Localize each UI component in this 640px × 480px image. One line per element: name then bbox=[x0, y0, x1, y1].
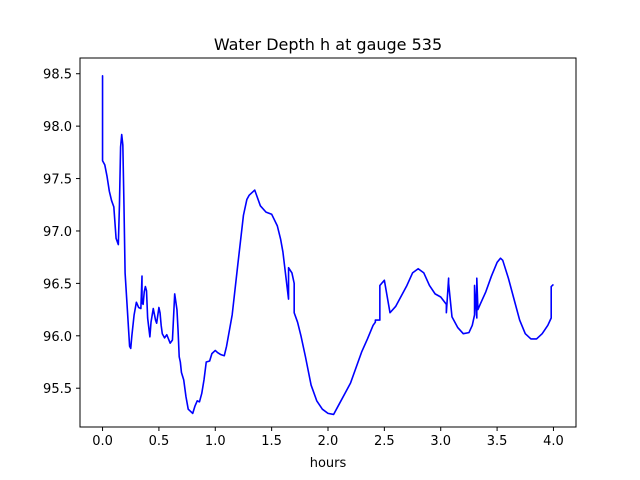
x-tick-label: 2.5 bbox=[374, 434, 395, 449]
x-tick-label: 0.0 bbox=[92, 434, 113, 449]
x-axis-ticks: 0.0 0.5 1.0 1.5 2.0 2.5 3.0 3.5 4.0 bbox=[92, 427, 564, 449]
y-tick-label: 95.5 bbox=[43, 382, 72, 397]
plot-area bbox=[80, 58, 576, 427]
x-tick-label: 1.5 bbox=[261, 434, 282, 449]
series-line bbox=[101, 75, 554, 416]
y-tick-label: 96.0 bbox=[43, 330, 72, 345]
x-tick-label: 3.0 bbox=[430, 434, 451, 449]
x-axis-title: hours bbox=[310, 456, 347, 471]
y-tick-label: 97.0 bbox=[43, 225, 72, 240]
x-tick-label: 1.0 bbox=[205, 434, 226, 449]
x-tick-label: 2.0 bbox=[318, 434, 339, 449]
y-axis-ticks: 95.5 96.0 96.5 97.0 97.5 98.0 98.5 bbox=[43, 68, 80, 397]
x-tick-label: 4.0 bbox=[543, 434, 564, 449]
y-tick-label: 97.5 bbox=[43, 173, 72, 188]
chart-title: Water Depth h at gauge 535 bbox=[214, 35, 442, 54]
y-tick-label: 96.5 bbox=[43, 277, 72, 292]
x-tick-label: 3.5 bbox=[487, 434, 508, 449]
x-tick-label: 0.5 bbox=[149, 434, 170, 449]
y-tick-label: 98.0 bbox=[43, 120, 72, 135]
plot-frame bbox=[79, 57, 577, 428]
y-tick-label: 98.5 bbox=[43, 68, 72, 83]
